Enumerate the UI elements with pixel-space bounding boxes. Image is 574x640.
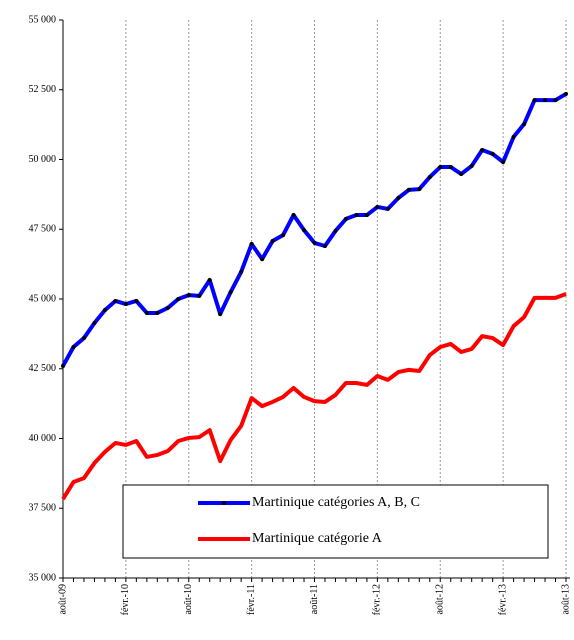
point [406,187,411,192]
point [270,238,275,243]
point [312,240,317,245]
point [427,175,432,180]
point [396,196,401,201]
y-tick-label: 50 000 [29,154,57,165]
point [543,98,548,103]
point [375,204,380,209]
point [364,213,369,218]
x-tick-label: févr.-12 [372,584,383,615]
point [281,233,286,238]
point [218,312,223,317]
x-tick-label: août-13 [560,584,571,615]
point [469,163,474,168]
point [113,298,118,303]
point [343,216,348,221]
legend-label: Martinique catégories A, B, C [252,495,420,510]
legend-box [122,484,549,559]
point [123,302,128,307]
point [501,160,506,165]
point [522,122,527,127]
point [564,91,568,96]
point [459,172,464,177]
point [438,165,443,170]
point [144,310,149,315]
point [71,344,76,349]
y-tick-label: 35 000 [29,572,57,583]
x-tick-label: août-09 [57,584,68,615]
point [490,151,495,156]
point [291,213,296,218]
point [228,290,233,295]
point [186,293,191,298]
legend-marker [222,501,226,505]
point [61,363,65,368]
y-tick-label: 52 500 [29,84,57,95]
point [385,206,390,211]
point [155,310,160,315]
x-tick-label: août-10 [183,584,194,615]
y-tick-label: 42 500 [29,363,57,374]
point [553,98,558,103]
point [92,320,97,325]
x-tick-label: août-11 [309,584,320,614]
x-tick-label: août-12 [435,584,446,615]
y-tick-label: 40 000 [29,433,57,444]
point [81,336,86,341]
point [417,187,422,192]
x-tick-label: févr.-13 [497,584,508,615]
point [354,213,359,218]
y-tick-label: 55 000 [29,14,57,25]
point [511,134,516,139]
point [302,228,307,233]
point [197,293,202,298]
y-tick-label: 37 500 [29,503,57,514]
series-line [61,292,567,501]
y-tick-label: 45 000 [29,293,57,304]
point [322,243,327,248]
point [333,228,338,233]
legend-label: Martinique catégorie A [252,531,383,546]
point [448,165,453,170]
x-tick-label: févr.-11 [246,584,257,615]
point [176,297,181,301]
point [260,257,265,262]
y-tick-label: 47 500 [29,224,57,235]
point [249,242,254,247]
point [207,278,212,283]
x-tick-label: févr.-10 [120,584,131,615]
point [134,298,139,303]
point [239,269,244,274]
point [102,308,107,313]
point [165,305,170,310]
point [480,148,485,153]
point [532,98,537,103]
